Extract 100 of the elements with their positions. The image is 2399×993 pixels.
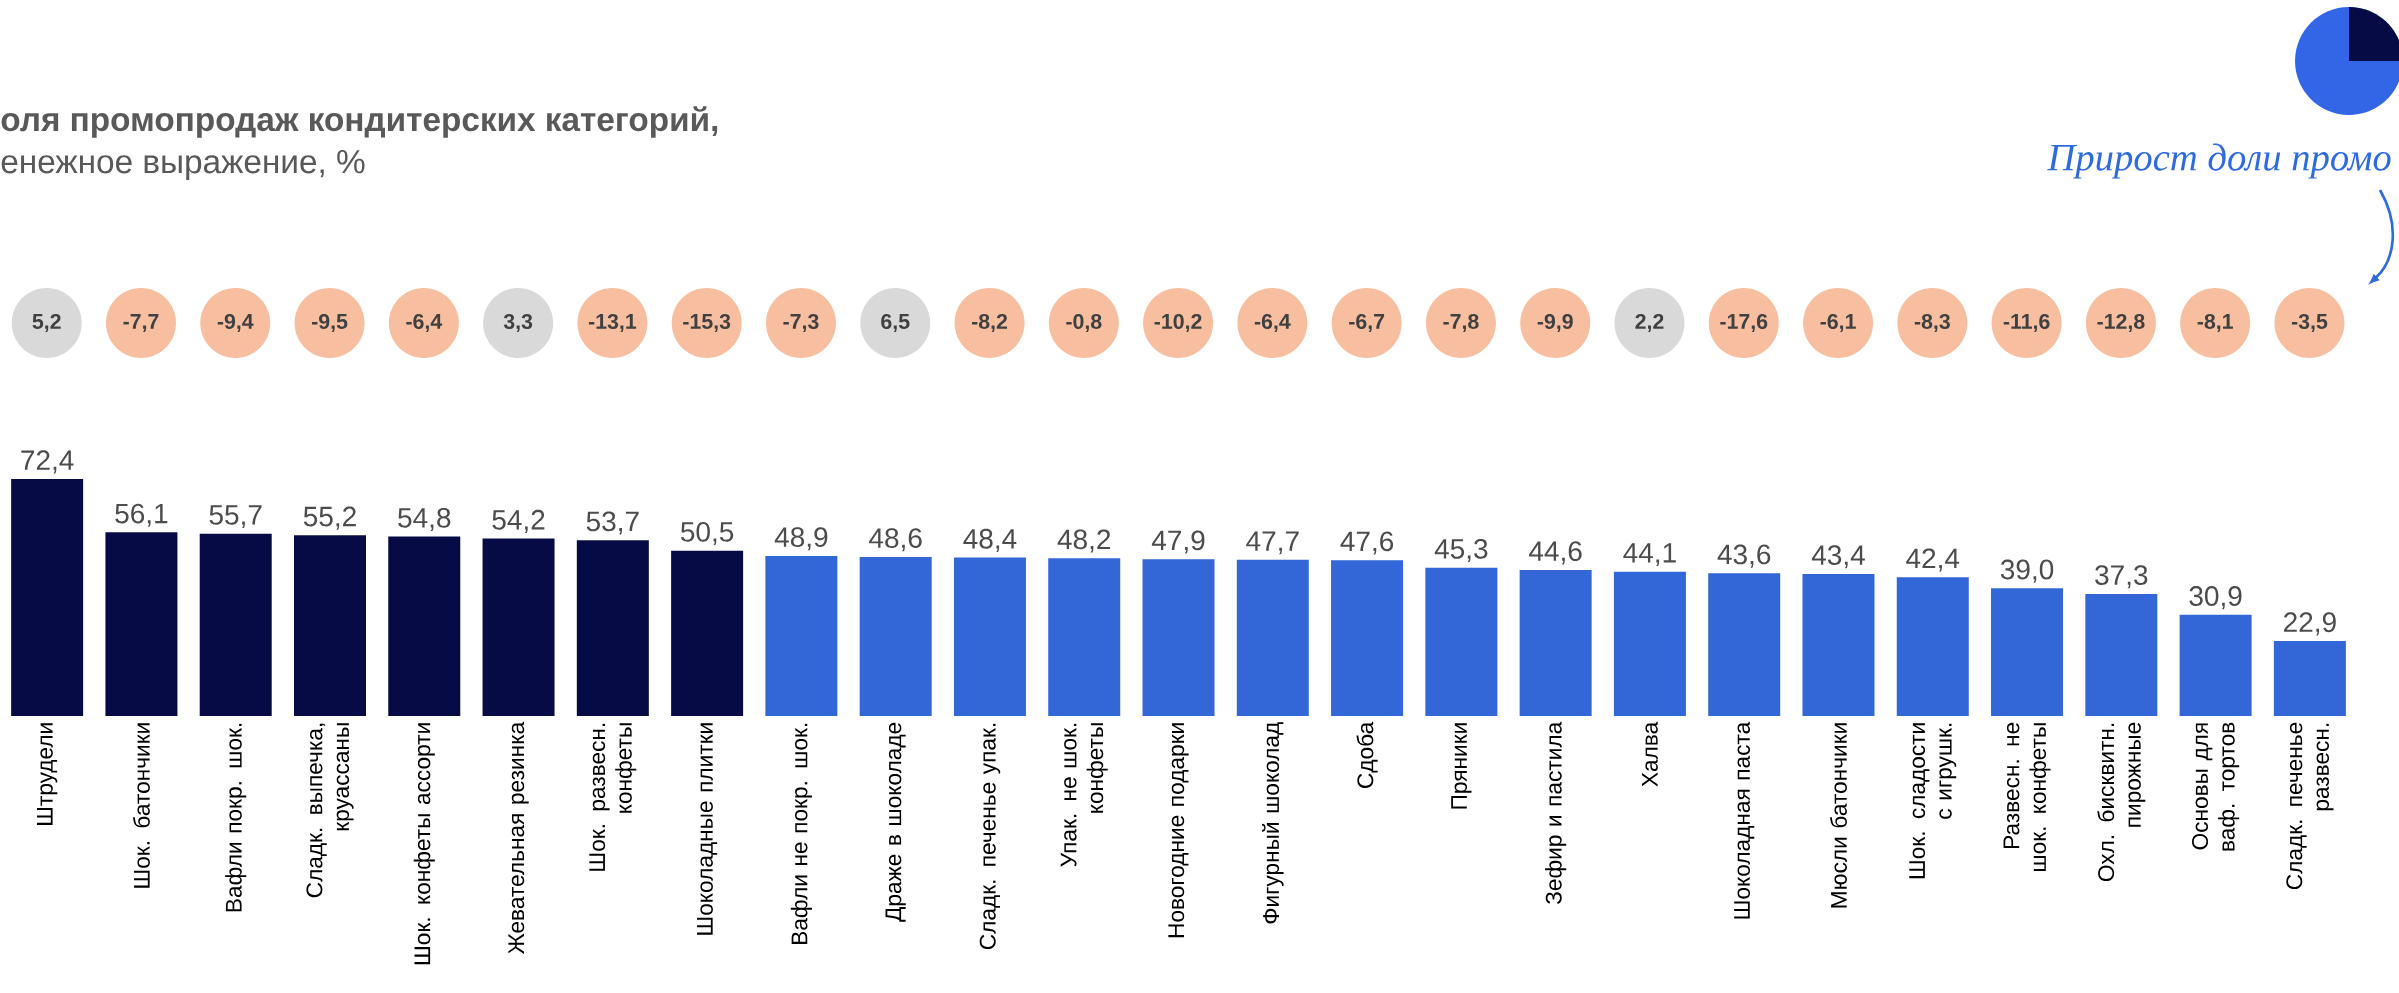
data-label: 22,9: [2284, 612, 2336, 636]
x-tick-label: Пряники: [1451, 723, 1472, 809]
bar: [953, 557, 1026, 716]
bar: [1991, 588, 2064, 716]
text: -17,6: [1720, 313, 1768, 333]
text: -15,3: [683, 313, 731, 333]
x-tick-label: Штрудели: [36, 723, 58, 825]
data-label: 54,2: [492, 509, 545, 533]
data-label: 30,9: [2189, 586, 2242, 610]
bar: [1236, 559, 1309, 716]
x-tick-label: Вафли покр. шок.: [225, 723, 247, 912]
text: -9,5: [312, 313, 348, 333]
bar: [2085, 593, 2158, 716]
data-label: 43,4: [1811, 545, 1865, 569]
x-tick-label: Шок. батончики: [133, 723, 150, 888]
bar: [11, 479, 84, 716]
x-tick-label: Сладк. печенье упак.: [979, 723, 1001, 950]
bar: [765, 555, 838, 716]
x-tick-label: Шок. развесн. конфеты: [589, 723, 637, 871]
x-tick-label: Зефир и пастила: [1545, 721, 1567, 905]
text: 5,2: [32, 313, 61, 333]
text: -8,2: [971, 313, 1008, 333]
x-tick-label: Новогодние подарки: [1168, 723, 1189, 938]
data-label: 48,2: [1057, 529, 1111, 553]
x-tick-label: Халва: [1642, 721, 1658, 787]
text: -12,8: [2097, 313, 2145, 333]
x-tick-label: Шоколадная паста: [1734, 721, 1755, 919]
text: -9,9: [1537, 313, 1573, 333]
text: 3,3: [503, 313, 533, 333]
x-tick-label: Драже в шоколаде: [885, 722, 906, 922]
bar: [388, 536, 461, 716]
x-tick-label: Фигурный шоколад: [1262, 722, 1284, 924]
bar: [859, 556, 932, 716]
data-label: 56,1: [115, 503, 168, 527]
data-label: 54,8: [398, 507, 451, 532]
bar: [105, 532, 178, 716]
data-label: 42,4: [1906, 548, 1960, 572]
text: -7,8: [1443, 313, 1479, 333]
bar: [2273, 641, 2346, 716]
bar: [1896, 577, 1969, 716]
text: -8,1: [2197, 313, 2233, 333]
bar: [2179, 614, 2252, 716]
text: 6,5: [881, 313, 910, 333]
x-tick-label: Развесн. не шок. конфеты: [2003, 722, 2051, 872]
x-tick-label: Сладк. выпечка, круассаны: [306, 723, 354, 898]
chart-subtitle: енежное выражение, %: [1, 149, 365, 181]
bar: [482, 538, 555, 716]
x-tick-label: Жевательная резинка: [508, 721, 529, 954]
text: -13,1: [588, 313, 637, 333]
bar: [1331, 560, 1404, 716]
data-label: 47,9: [1151, 530, 1205, 554]
text: 2,2: [1635, 313, 1664, 333]
bar: [293, 535, 366, 716]
text: -0,8: [1066, 313, 1102, 333]
text: -11,6: [2003, 313, 2050, 333]
text: -6,7: [1349, 313, 1385, 333]
data-label: 55,7: [209, 505, 262, 529]
x-tick-label: Шок. сладости с игрушк.: [1909, 723, 1957, 879]
data-label: 39,0: [2000, 559, 2054, 583]
text: -8,3: [1914, 313, 1950, 333]
x-tick-label: Основы для ваф. тортов: [2192, 722, 2240, 851]
x-tick-label: Шок. конфеты ассорти: [413, 723, 435, 965]
bar: [1708, 573, 1781, 716]
chart-title: оля промопродаж кондитерских категорий,: [1, 106, 718, 138]
text: -3,5: [2291, 313, 2328, 333]
bar: [576, 540, 649, 716]
data-label: 72,4: [21, 450, 74, 474]
x-tick-label: Мюсли батончики: [1830, 723, 1847, 908]
x-tick-label: Упак. не шок. конфеты: [1060, 723, 1108, 867]
data-label: 37,3: [2095, 565, 2148, 589]
bar: [1519, 570, 1592, 716]
data-label: 53,7: [586, 511, 639, 535]
data-label: 47,7: [1246, 531, 1299, 555]
text: -9,4: [217, 313, 254, 333]
text: -7,3: [783, 313, 819, 333]
x-tick-label: Вафли не покр. шок.: [790, 723, 812, 944]
bar: [671, 550, 744, 716]
data-label: 44,6: [1529, 541, 1582, 565]
x-tick-label: Шоколадные плитки: [697, 723, 718, 935]
data-label: 44,1: [1623, 543, 1676, 567]
data-label: 43,6: [1717, 544, 1771, 568]
text: -6,4: [1254, 313, 1291, 333]
bar: [199, 533, 272, 716]
text: Прирост доли промо: [2047, 143, 2391, 179]
bar: [1613, 571, 1686, 716]
bar: [1802, 573, 1875, 716]
text: -6,1: [1820, 313, 1856, 333]
data-label: 47,6: [1340, 531, 1394, 555]
text: -7,7: [123, 314, 159, 332]
x-tick-label: Охл. бисквитн. пирожные: [2097, 722, 2146, 882]
x-tick-label: Сладк. печенье развесн.: [2286, 722, 2334, 890]
data-label: 50,5: [680, 521, 734, 546]
bar: [1425, 567, 1498, 716]
data-label: 45,3: [1434, 538, 1488, 563]
data-label: 55,2: [303, 506, 356, 530]
bar: [1142, 559, 1215, 716]
data-label: 48,4: [963, 528, 1017, 552]
x-tick-label: Сдоба: [1356, 721, 1378, 788]
text: -10,2: [1154, 313, 1202, 333]
data-label: 48,9: [774, 527, 828, 551]
